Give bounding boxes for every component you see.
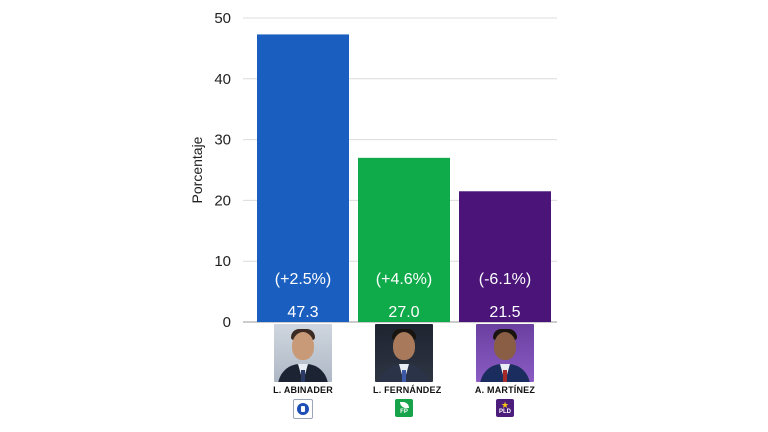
y-tick-label: 10 bbox=[214, 253, 231, 270]
bar bbox=[459, 191, 551, 322]
candidate-name: A. MARTÍNEZ bbox=[474, 385, 536, 395]
prm-logo-icon bbox=[293, 399, 313, 419]
bar bbox=[257, 34, 349, 322]
candidate-photo bbox=[375, 324, 433, 382]
candidate-photo bbox=[274, 324, 332, 382]
candidate-name: L. FERNÁNDEZ bbox=[373, 385, 442, 395]
candidate-fernandez: L. FERNÁNDEZ FP bbox=[373, 324, 442, 417]
y-axis-ticks: 0 10 20 30 40 50 bbox=[214, 10, 231, 331]
candidate-martinez: A. MARTÍNEZ ★ PLD bbox=[474, 324, 536, 417]
y-tick-label: 0 bbox=[223, 314, 231, 331]
y-tick-label: 30 bbox=[214, 132, 231, 149]
value-label: 21.5 bbox=[489, 304, 520, 321]
y-axis-label: Porcentaje bbox=[189, 136, 205, 203]
y-tick-label: 50 bbox=[214, 10, 231, 27]
y-tick-label: 40 bbox=[214, 71, 231, 88]
candidate-abinader: L. ABINADER bbox=[272, 324, 334, 419]
candidate-photo bbox=[476, 324, 534, 382]
candidate-name: L. ABINADER bbox=[273, 385, 333, 395]
change-label: (-6.1%) bbox=[479, 271, 531, 288]
pld-logo-icon: ★ PLD bbox=[496, 399, 514, 417]
change-label: (+2.5%) bbox=[275, 271, 331, 288]
bar-labels: (+2.5%) 47.3 (+4.6%) 27.0 (-6.1%) 21.5 bbox=[275, 271, 531, 321]
value-label: 47.3 bbox=[287, 304, 318, 321]
change-label: (+4.6%) bbox=[376, 271, 432, 288]
value-label: 27.0 bbox=[388, 304, 419, 321]
y-tick-label: 20 bbox=[214, 192, 231, 209]
bars bbox=[257, 34, 551, 322]
bar bbox=[358, 157, 450, 322]
fp-logo-icon: FP bbox=[395, 399, 413, 417]
